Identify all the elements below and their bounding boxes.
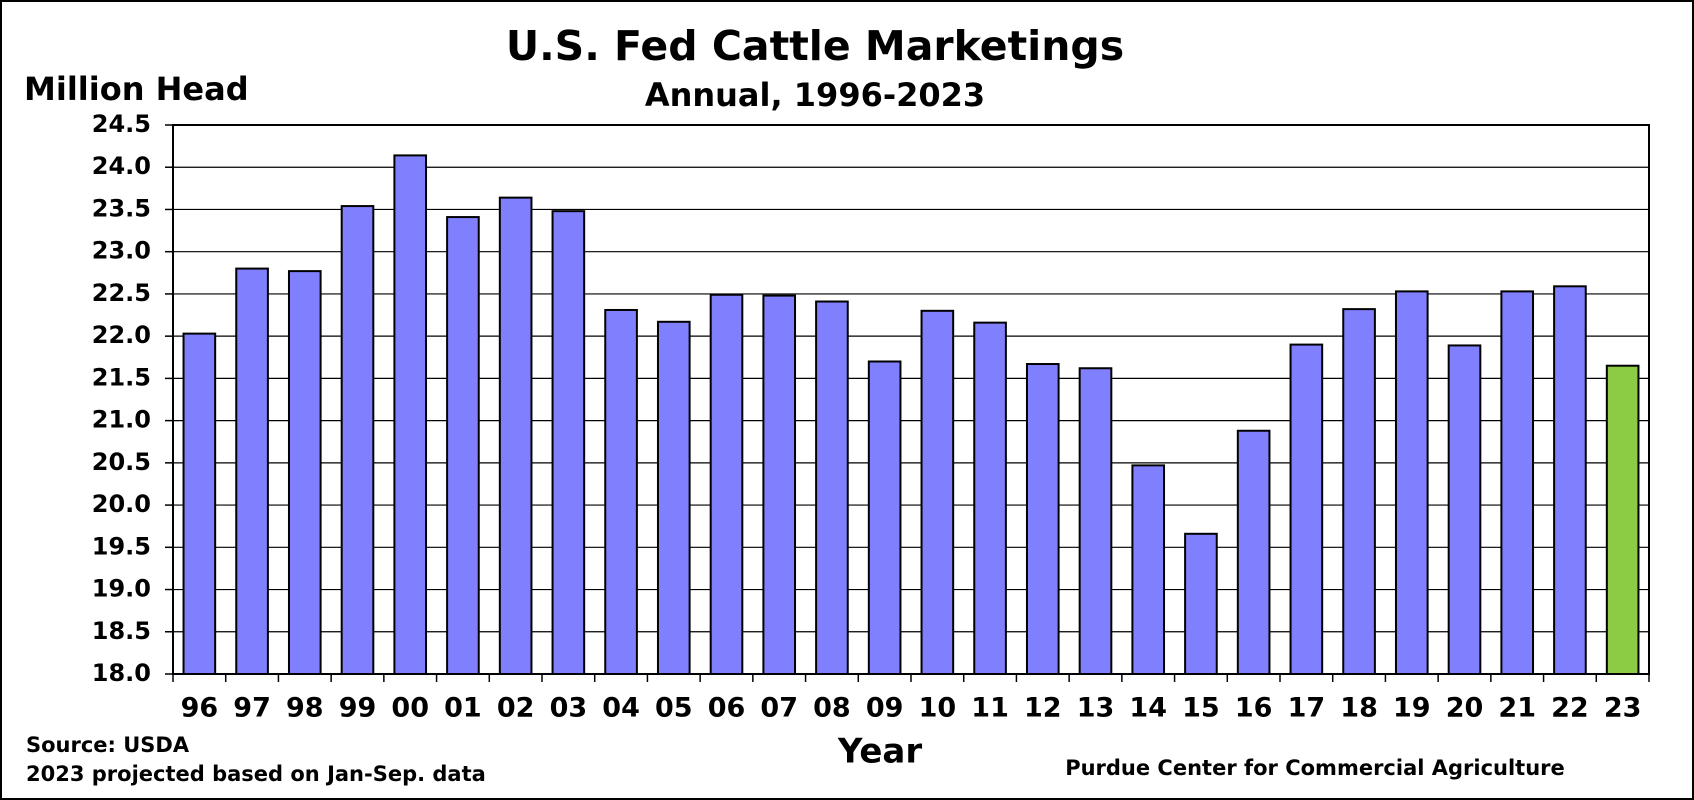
bar [551, 210, 586, 676]
x-tick-label: 96 [181, 693, 219, 724]
x-tick-label: 00 [391, 693, 429, 724]
bar [1184, 532, 1218, 675]
x-tick-label: 16 [1235, 693, 1273, 724]
bar [1500, 290, 1535, 675]
plot-frame [172, 124, 1650, 675]
bar [867, 360, 902, 675]
x-tick-label: 98 [286, 693, 324, 724]
bar [709, 293, 744, 675]
x-tick-label: 20 [1446, 693, 1484, 724]
bar [762, 294, 797, 675]
y-axis-label: Million Head [24, 70, 249, 108]
y-tick-label: 19.5 [92, 532, 151, 560]
x-tick-label: 23 [1604, 693, 1642, 724]
bar [393, 154, 428, 676]
bar [973, 321, 1007, 675]
x-tick-label: 12 [1024, 693, 1062, 724]
bar [1289, 343, 1324, 675]
bar [1131, 464, 1166, 675]
bar [1078, 367, 1113, 675]
x-tick-label: 19 [1393, 693, 1431, 724]
bar [815, 300, 849, 675]
projection-note: 2023 projected based on Jan-Sep. data [26, 762, 486, 786]
bar [287, 270, 322, 675]
y-tick-label: 19.0 [92, 575, 151, 603]
bar [182, 332, 217, 675]
y-tick-label: 20.5 [92, 448, 151, 476]
bar [1025, 363, 1060, 675]
y-tick-label: 23.0 [92, 237, 151, 265]
x-tick-label: 18 [1340, 693, 1378, 724]
x-tick-label: 13 [1077, 693, 1115, 724]
x-tick-label: 99 [339, 693, 377, 724]
bar [1605, 364, 1640, 675]
x-tick-label: 09 [866, 693, 904, 724]
bar [1447, 344, 1482, 675]
y-tick-label: 21.5 [92, 363, 151, 391]
x-tick-label: 01 [444, 693, 482, 724]
y-tick-label: 24.5 [92, 110, 151, 138]
x-tick-label: 02 [497, 693, 535, 724]
x-tick-label: 10 [919, 693, 957, 724]
bar [920, 309, 955, 675]
y-tick-label: 23.5 [92, 194, 151, 222]
y-tick-label: 24.0 [92, 152, 151, 180]
bar [1553, 285, 1587, 675]
bar [604, 308, 638, 675]
x-tick-label: 17 [1288, 693, 1326, 724]
y-tick-label: 22.5 [92, 279, 151, 307]
x-tick-label: 06 [708, 693, 746, 724]
y-tick-label: 20.0 [92, 490, 151, 518]
y-tick-label: 22.0 [92, 321, 151, 349]
chart-title: U.S. Fed Cattle Marketings [506, 22, 1124, 70]
y-tick-label: 18.0 [92, 659, 151, 687]
x-tick-label: 04 [602, 693, 640, 724]
x-tick-label: 11 [971, 693, 1009, 724]
bar [446, 216, 480, 675]
bar [1394, 290, 1429, 675]
bar [1236, 429, 1271, 675]
bar [1342, 308, 1376, 675]
chart-subtitle: Annual, 1996-2023 [645, 76, 985, 114]
x-axis-label: Year [837, 732, 923, 772]
y-tick-label: 21.0 [92, 406, 151, 434]
y-tick-label: 18.5 [92, 617, 151, 645]
x-tick-label: 08 [813, 693, 851, 724]
credit: Purdue Center for Commercial Agriculture [1065, 756, 1565, 780]
bar [340, 205, 375, 676]
x-tick-label: 22 [1551, 693, 1589, 724]
bar [498, 196, 533, 675]
x-tick-label: 03 [550, 693, 588, 724]
x-tick-label: 07 [760, 693, 798, 724]
x-tick-label: 05 [655, 693, 693, 724]
x-tick-label: 15 [1182, 693, 1220, 724]
x-tick-label: 97 [233, 693, 271, 724]
bar [235, 267, 269, 675]
x-tick-label: 21 [1498, 693, 1536, 724]
bar [656, 320, 691, 675]
source-note: Source: USDA [26, 733, 190, 757]
x-tick-label: 14 [1129, 693, 1167, 724]
